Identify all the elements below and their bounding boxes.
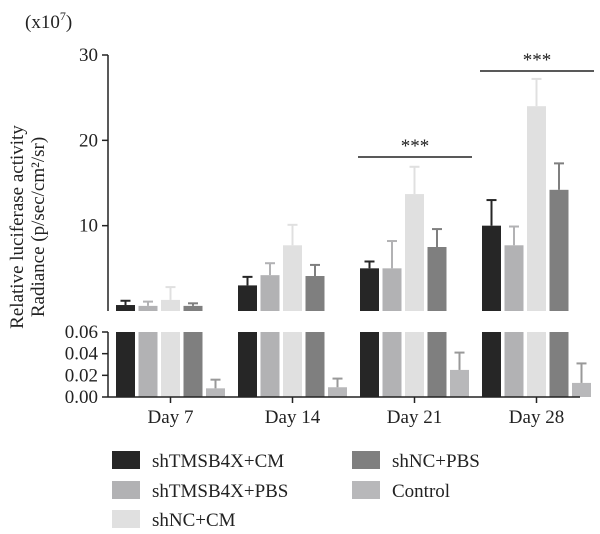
bar [405, 332, 424, 397]
upper-panel: 10 20 30 [79, 45, 569, 311]
bar [260, 332, 280, 397]
y-axis-title: Relative luciferase activity Radiance (p… [7, 125, 49, 329]
bar [482, 225, 501, 311]
legend-swatch [112, 481, 140, 499]
significance-label: *** [401, 136, 430, 157]
x-tick-label: Day 7 [148, 407, 194, 428]
bar [305, 332, 325, 397]
legend-label: shTMSB4X+PBS [152, 481, 288, 502]
lower-y-tick-label: 0.06 [65, 322, 98, 343]
bar [116, 305, 135, 311]
legend-swatch [352, 481, 380, 499]
bar [549, 332, 569, 397]
bar [206, 388, 225, 397]
bar [572, 382, 591, 397]
bar [427, 332, 447, 397]
bar [450, 369, 469, 397]
scale-label-exponent: 7 [60, 9, 66, 23]
bar [427, 247, 447, 311]
significance-label: *** [523, 50, 552, 71]
bar [283, 332, 302, 397]
legend-swatch [112, 451, 140, 469]
bar [138, 305, 158, 311]
scale-label-close: ) [66, 12, 72, 33]
legend: shTMSB4X+CM shTMSB4X+PBS shNC+CM shNC+PBS Co… [112, 451, 480, 531]
bar [161, 299, 180, 311]
bar [382, 268, 402, 311]
legend-label: shNC+PBS [392, 451, 480, 472]
bar [405, 194, 424, 311]
x-tick-label: Day 14 [265, 407, 321, 428]
y-axis-title-line1: Relative luciferase activity [7, 125, 28, 329]
y-axis-title-line2: Radiance (p/sec/cm²/sr) [28, 137, 49, 317]
legend-label: Control [392, 481, 450, 502]
x-axis: Day 7 Day 14 Day 21 Day 28 [108, 396, 580, 428]
bar [360, 268, 379, 311]
bar [260, 275, 280, 311]
upper-y-tick-label: 10 [79, 216, 98, 237]
scale-label: (x107) [25, 9, 72, 33]
legend-swatch [352, 451, 380, 469]
bar [183, 332, 203, 397]
legend-label: shNC+CM [152, 510, 236, 531]
bar [482, 332, 501, 397]
bar [549, 189, 569, 311]
bar [305, 276, 325, 311]
bar [238, 332, 257, 397]
x-tick-label: Day 21 [387, 407, 442, 428]
legend-label: shTMSB4X+CM [152, 451, 284, 472]
lower-panel: 0.000.020.040.06 [65, 322, 591, 408]
x-tick-label: Day 28 [509, 407, 564, 428]
bar [527, 106, 546, 311]
bar [504, 245, 524, 311]
bar [183, 305, 203, 311]
lower-y-tick-label: 0.04 [65, 344, 99, 365]
bar [138, 332, 158, 397]
bar [360, 332, 379, 397]
lower-y-tick-label: 0.00 [65, 387, 98, 408]
bar [283, 245, 302, 311]
bar [382, 332, 402, 397]
svg-text:(x107): (x107) [25, 9, 72, 33]
upper-y-tick-label: 20 [79, 130, 98, 151]
bar [116, 332, 135, 397]
bar [504, 332, 524, 397]
significance-brackets: *** *** [358, 50, 594, 158]
upper-y-tick-label: 30 [79, 45, 98, 66]
bar [527, 332, 546, 397]
scale-label-base: (x10 [25, 12, 60, 33]
legend-swatch [112, 510, 140, 528]
bar [161, 332, 180, 397]
bar [328, 387, 347, 397]
lower-y-tick-label: 0.02 [65, 365, 98, 386]
bar [238, 285, 257, 311]
